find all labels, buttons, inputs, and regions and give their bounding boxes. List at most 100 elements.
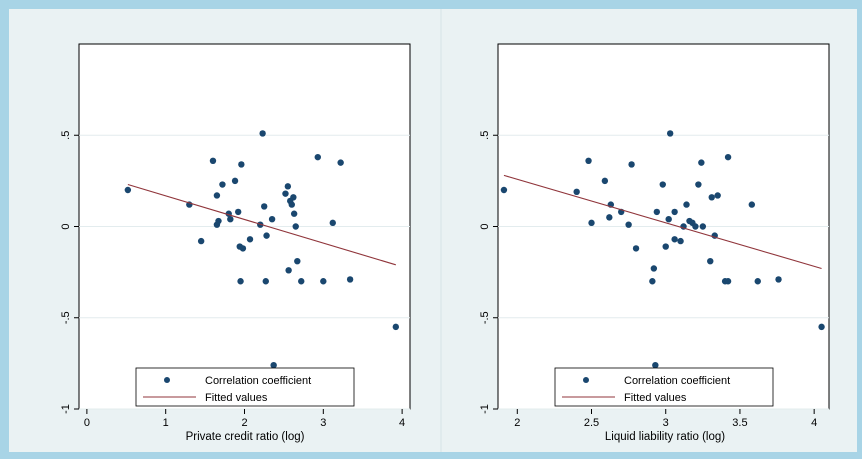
x-tick-label: 3 [663,417,669,429]
scatter-point [754,278,761,285]
x-tick-label: 1 [163,417,169,429]
fitted-line [503,174,822,270]
x-axis-label: Liquid liability ratio (log) [605,431,725,443]
scatter-point [237,278,244,285]
legend: Correlation coefficient Fitted values [135,367,355,407]
scatter-point [213,192,221,199]
scatter-point [270,362,277,369]
y-tick-label: 0 [479,223,491,229]
scatter-point [724,153,732,161]
scatter-point [818,323,825,331]
legend-marker [164,377,170,383]
axis-ticks: -1 -.5 0 .5 2 2.5 3 3.5 4 [479,131,817,429]
scatter-point [337,159,344,166]
scatter-point [231,177,239,185]
y-tick-label: -1 [60,404,72,414]
scatter-point [662,243,669,250]
scatter-point [652,362,659,369]
scatter-point [683,201,690,208]
gridlines [498,134,829,410]
scatter-point [215,217,222,225]
legend-label-correlation: Correlation coefficient [624,375,730,387]
scatter-point [707,257,714,265]
scatter-point [666,130,674,137]
scatter-point [262,278,269,285]
scatter-point [653,208,661,216]
scatter-point [628,161,635,168]
x-tick-label: 2 [241,417,247,429]
scatter-point [209,157,217,164]
scatter-point [298,278,305,285]
scatter-point [588,219,595,227]
scatter-point [748,201,756,208]
scatter-point [714,192,721,199]
scatter-point [585,157,592,164]
y-tick-label: -.5 [479,311,491,324]
scatter-point [692,223,699,230]
scatter-point [500,186,508,194]
scatter-point [346,276,354,283]
scatter-point [392,323,400,331]
y-tick-label: 0 [60,223,72,229]
x-tick-label: 4 [399,417,405,429]
scatter-point [294,257,301,265]
scatter-point [219,181,226,188]
y-tick-label: .5 [479,131,491,140]
scatter-point [573,188,580,196]
scatter-point [268,216,276,223]
legend-box [135,367,355,407]
left-scatter-plot: -1 -.5 0 .5 0 1 2 3 4 Correlation coefficient Fi… [60,43,411,443]
scatter-point [695,181,702,188]
scatter-point [292,223,299,230]
scatter-point [290,210,298,217]
fit-line-group [503,174,822,270]
scatter-point [698,159,705,166]
scatter-point [124,186,132,194]
scatter-point [227,216,234,223]
scatter-point [625,221,632,228]
x-tick-label: 3 [320,417,326,429]
legend-label-fitted: Fitted values [624,392,687,404]
scatter-point [285,267,292,274]
scatter-point [246,236,254,243]
y-tick-label: -1 [479,404,491,414]
scatter-point [239,245,247,252]
scatter-point [708,194,715,201]
scatter-point [677,237,684,245]
scatter-point [671,208,678,216]
scatter-point [234,208,242,216]
legend-box [554,367,774,407]
scatter-point [259,130,266,137]
scatter-point [601,177,609,185]
scatter-points [124,130,400,369]
x-axis-label: Private credit ratio (log) [186,431,305,443]
axis-ticks: -1 -.5 0 .5 0 1 2 3 4 [60,131,405,429]
scatter-point [282,190,289,197]
right-scatter-plot: -1 -.5 0 .5 2 2.5 3 3.5 4 Correlation coefficien… [479,43,830,443]
y-tick-label: .5 [60,131,72,140]
legend-label-fitted: Fitted values [205,392,268,404]
scatter-point [665,216,672,223]
x-tick-label: 2.5 [584,417,599,429]
scatter-point [320,278,327,285]
scatter-point [775,276,782,283]
scatter-point [650,265,658,272]
legend-label-correlation: Correlation coefficient [205,375,311,387]
scatter-point [238,161,245,168]
y-tick-label: -.5 [60,311,72,324]
scatter-point [261,203,268,210]
legend-marker [583,377,589,383]
x-tick-label: 3.5 [732,417,747,429]
scatter-point [329,219,336,227]
scatter-point [632,245,640,252]
x-tick-label: 2 [514,417,520,429]
scatter-point [263,232,270,239]
scatter-point [649,278,656,285]
legend: Correlation coefficient Fitted values [554,367,774,407]
fitted-line [127,183,396,266]
scatter-point [606,214,613,221]
x-tick-label: 4 [811,417,817,429]
scatter-point [288,201,295,208]
scatter-point [284,183,292,190]
